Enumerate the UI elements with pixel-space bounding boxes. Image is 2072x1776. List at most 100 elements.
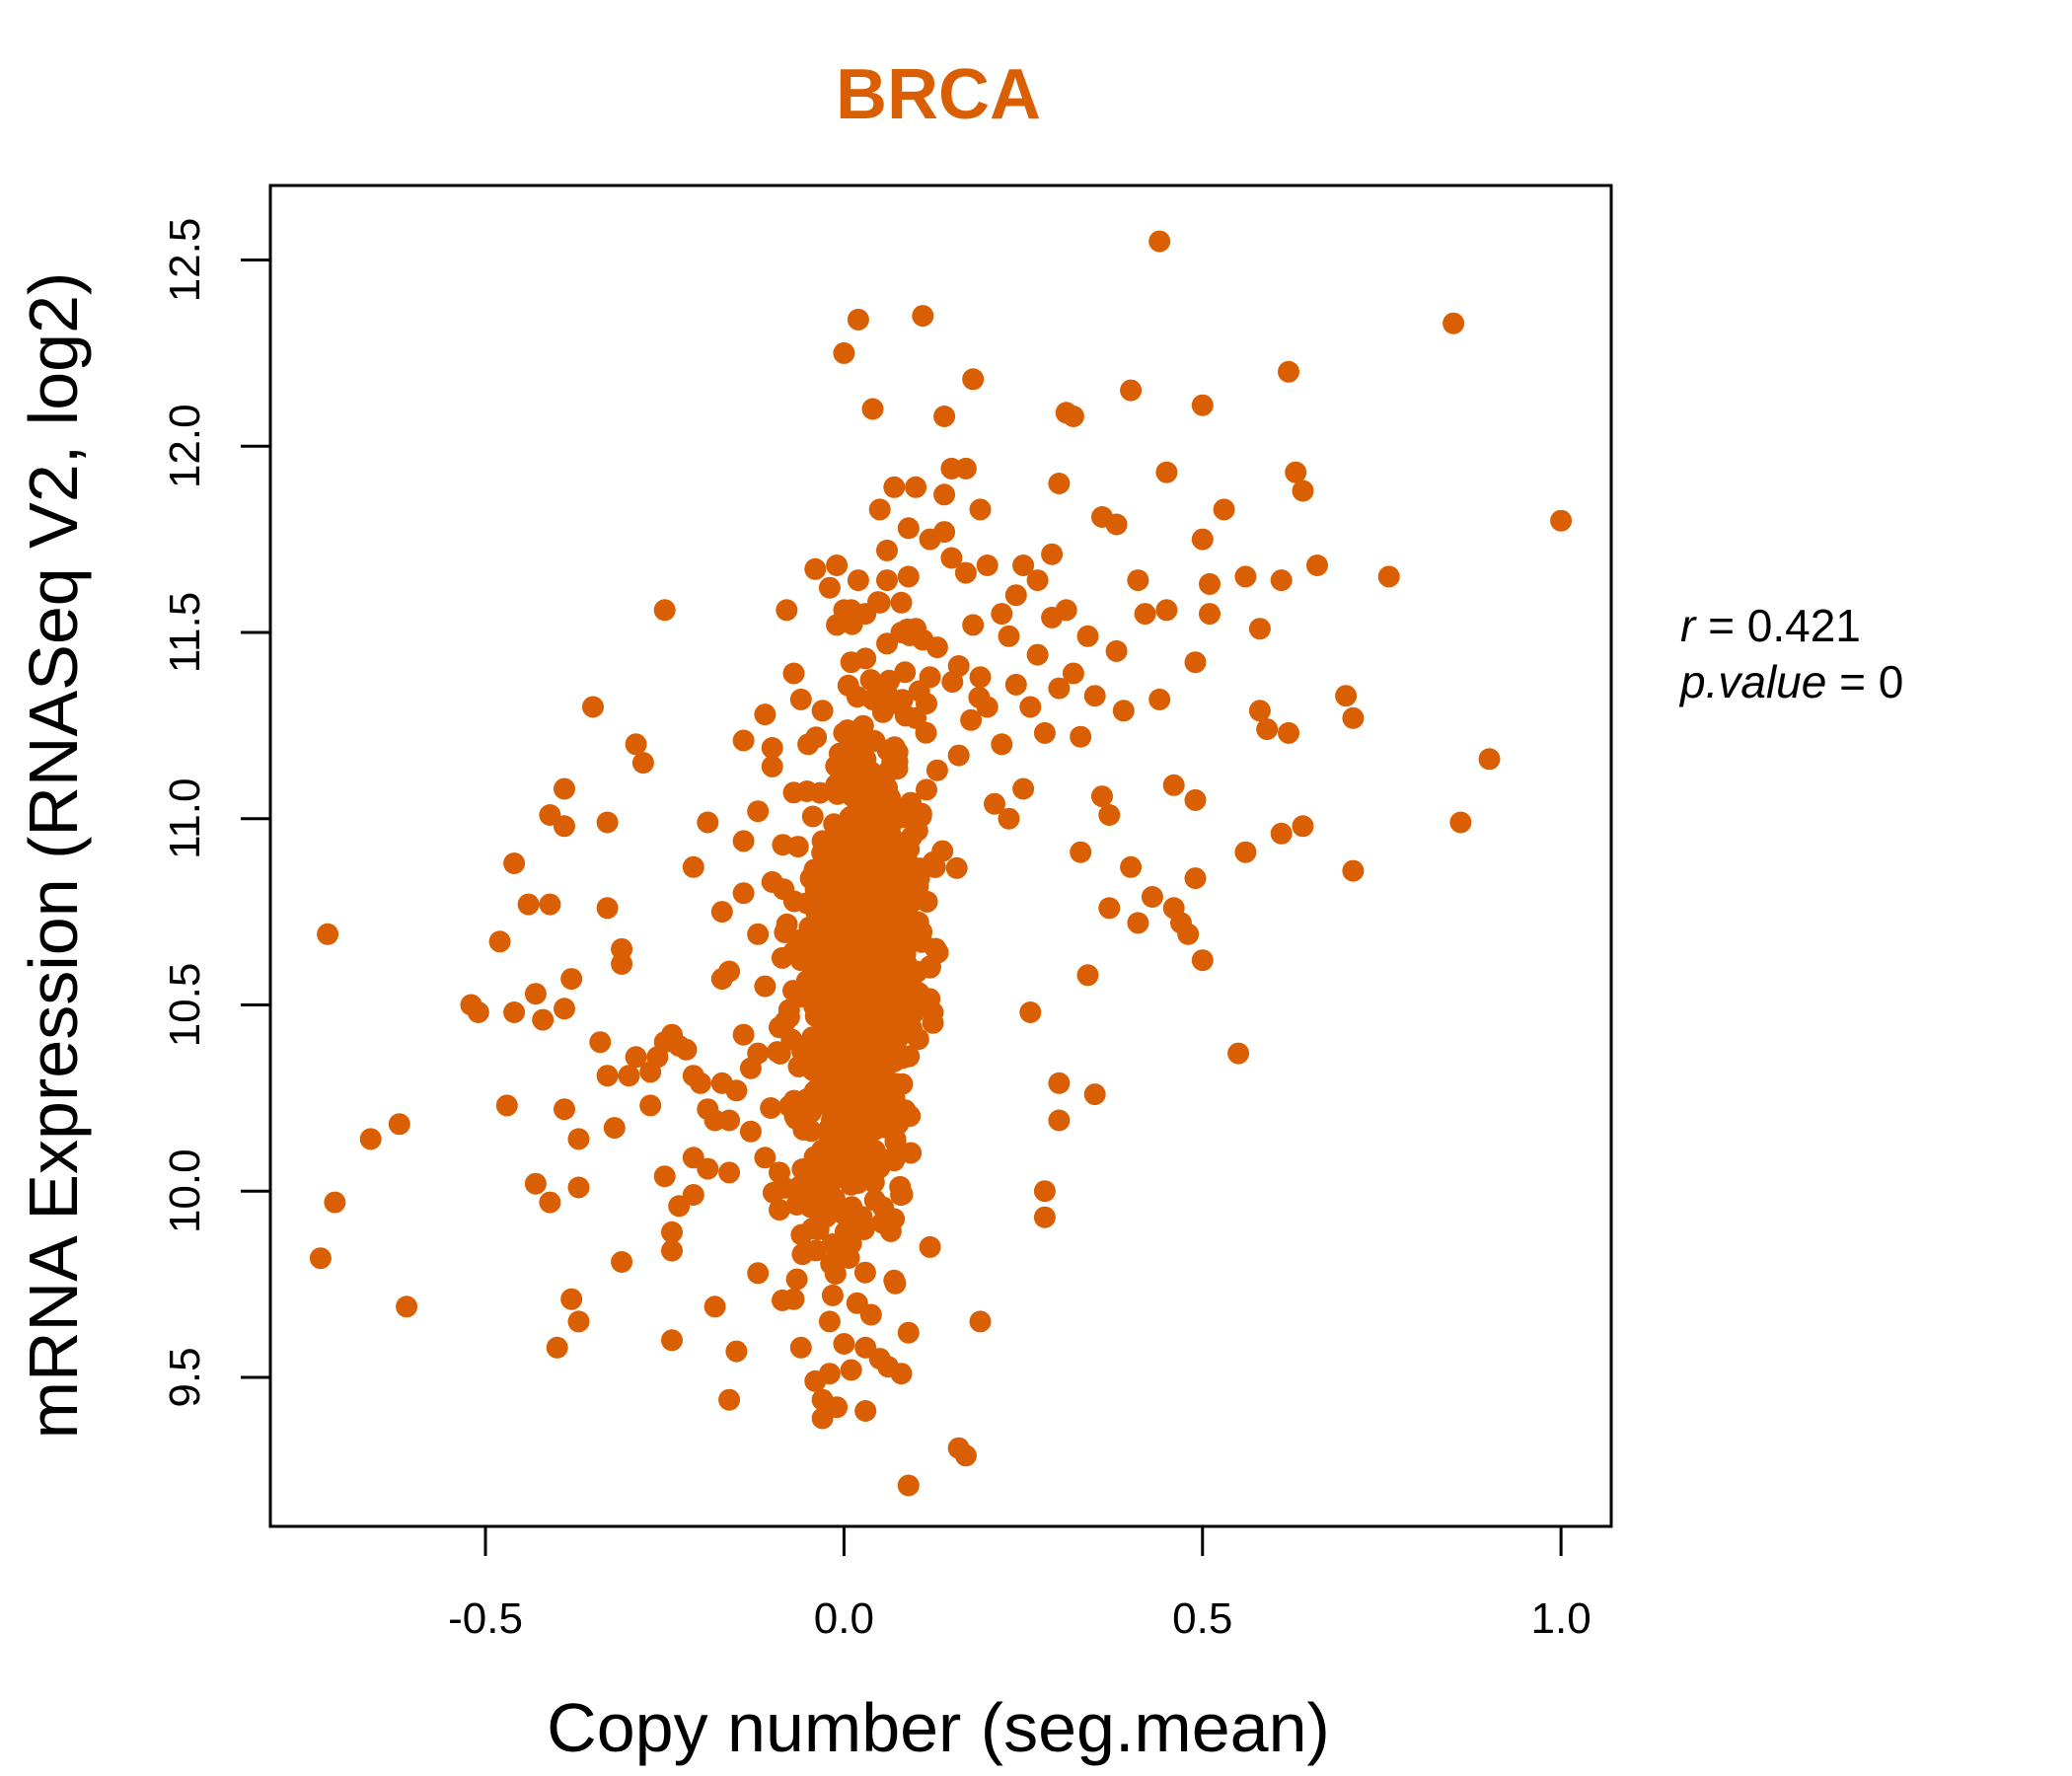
data-point	[785, 1268, 808, 1291]
data-point	[1184, 651, 1207, 674]
data-point	[851, 714, 874, 737]
data-point	[1127, 912, 1149, 934]
data-point	[826, 555, 849, 576]
data-point	[1041, 543, 1064, 565]
data-point	[790, 1223, 813, 1246]
data-point	[833, 1203, 855, 1225]
data-point	[697, 1157, 719, 1180]
data-point	[912, 305, 934, 328]
data-point	[1134, 603, 1156, 626]
data-point	[876, 569, 898, 592]
data-point	[725, 1079, 748, 1102]
data-point	[830, 1038, 851, 1061]
data-point	[1062, 662, 1084, 685]
data-point	[991, 603, 1013, 626]
data-point	[947, 744, 970, 767]
data-point	[941, 671, 964, 694]
data-point	[896, 618, 919, 640]
data-point	[567, 1128, 590, 1150]
data-point	[784, 1107, 807, 1130]
data-point	[1070, 725, 1092, 748]
data-point	[864, 1087, 887, 1110]
data-point	[871, 1212, 894, 1234]
data-point	[467, 1001, 489, 1023]
data-point	[847, 569, 869, 592]
data-point	[769, 1199, 790, 1221]
y-tick-label: 10.0	[161, 1148, 209, 1233]
data-point	[916, 890, 938, 913]
data-point	[772, 834, 794, 856]
data-point	[954, 457, 977, 480]
data-point	[1048, 677, 1071, 700]
data-point	[1091, 785, 1113, 808]
data-point	[625, 733, 647, 756]
data-point	[891, 689, 914, 711]
data-point	[898, 1045, 921, 1068]
p-value-value: 0	[1879, 656, 1904, 707]
data-point	[710, 901, 733, 924]
data-point	[761, 737, 783, 759]
data-point	[826, 1396, 849, 1419]
data-point	[960, 708, 983, 731]
data-point	[865, 847, 888, 869]
data-point	[878, 1050, 901, 1073]
data-point	[1234, 841, 1257, 863]
data-point	[855, 1117, 878, 1140]
data-point	[807, 1219, 830, 1240]
data-point	[933, 483, 956, 506]
data-point	[596, 1065, 619, 1087]
data-point	[732, 1023, 755, 1046]
data-point	[962, 614, 985, 636]
y-tick-label: 9.5	[161, 1347, 209, 1407]
data-point	[897, 517, 920, 540]
data-point	[690, 1072, 711, 1094]
chart-title: BRCA	[836, 55, 1041, 134]
data-point	[589, 1031, 612, 1054]
data-point	[933, 521, 956, 544]
data-point	[907, 911, 929, 933]
data-point	[1120, 379, 1143, 402]
data-point	[582, 696, 604, 718]
data-point	[625, 1046, 647, 1069]
points-layer	[309, 230, 1573, 1497]
data-point	[503, 1001, 526, 1023]
data-point	[1105, 513, 1128, 536]
data-point	[618, 1065, 640, 1087]
data-point	[309, 1247, 332, 1270]
data-point	[962, 368, 985, 391]
data-point	[791, 1040, 814, 1063]
data-point	[1070, 841, 1092, 863]
data-point	[821, 1284, 844, 1306]
data-point	[560, 968, 583, 991]
data-point	[1292, 480, 1314, 502]
data-point	[810, 1091, 832, 1114]
data-point	[933, 406, 956, 427]
data-point	[890, 1184, 913, 1207]
data-point	[774, 1176, 796, 1199]
data-point	[863, 911, 886, 933]
data-point	[1033, 721, 1056, 744]
data-point	[881, 751, 904, 774]
data-point	[1083, 1083, 1106, 1106]
data-point	[805, 726, 828, 749]
data-point	[1127, 569, 1149, 592]
data-point	[863, 1189, 886, 1212]
x-tick-label: 1.0	[1531, 1594, 1591, 1643]
data-point	[836, 1097, 858, 1120]
data-point	[897, 1321, 920, 1344]
x-tick-label: 0.5	[1172, 1594, 1232, 1643]
data-point	[1278, 360, 1299, 383]
data-point	[899, 1105, 922, 1128]
data-point	[697, 811, 719, 834]
data-point	[998, 625, 1020, 647]
data-point	[747, 1042, 770, 1065]
data-point	[859, 1139, 882, 1161]
data-point	[852, 929, 875, 952]
data-point	[862, 1171, 885, 1194]
data-point	[639, 1094, 662, 1117]
data-point	[811, 700, 834, 722]
data-point	[1033, 1180, 1056, 1203]
data-point	[1148, 688, 1171, 710]
